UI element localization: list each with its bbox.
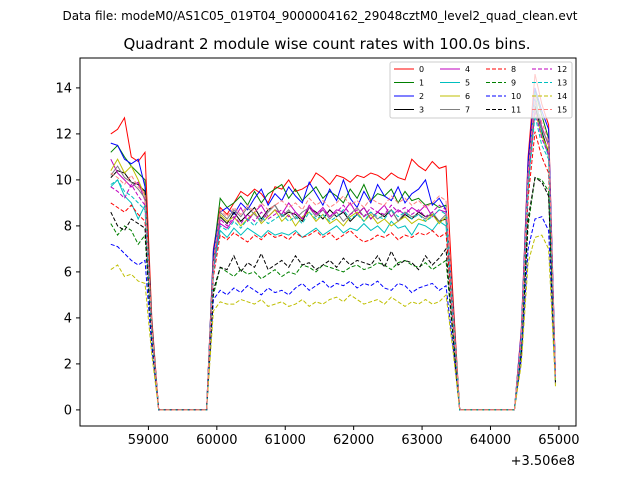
series-line-15 [110, 94, 556, 411]
legend-label: 1 [419, 79, 424, 88]
y-tick-label: 14 [55, 81, 72, 96]
legend-label: 12 [557, 65, 567, 74]
x-tick-label: 62000 [333, 433, 374, 448]
x-tick-label: 59000 [128, 433, 169, 448]
x-tick-label: 63000 [401, 433, 442, 448]
legend-label: 15 [557, 106, 567, 115]
x-offset-label: +3.506e8 [511, 454, 575, 469]
legend-label: 11 [511, 106, 521, 115]
legend-label: 10 [511, 92, 521, 101]
x-axis: 59000 60000 61000 62000 63000 64000 65000 [128, 426, 580, 448]
y-tick-label: 12 [55, 127, 72, 142]
legend-box [389, 61, 573, 119]
y-tick-label: 2 [64, 357, 72, 372]
legend-label: 14 [557, 92, 567, 101]
chart-title: Quadrant 2 module wise count rates with … [123, 35, 530, 53]
legend-label: 5 [465, 79, 470, 88]
legend-label: 0 [419, 65, 424, 74]
legend-label: 4 [465, 65, 470, 74]
legend-label: 6 [465, 92, 470, 101]
legend-label: 3 [419, 106, 424, 115]
suptitle: Data file: modeM0/AS1C05_019T04_90000041… [62, 9, 577, 23]
legend-label: 2 [419, 92, 424, 101]
legend-label: 7 [465, 106, 470, 115]
x-tick-label: 61000 [265, 433, 306, 448]
legend-label: 8 [511, 65, 516, 74]
y-tick-label: 0 [64, 403, 72, 418]
legend-label: 13 [557, 79, 567, 88]
y-tick-label: 10 [55, 173, 72, 188]
plot-frame [79, 57, 577, 427]
legend-label: 9 [511, 79, 516, 88]
x-tick-label: 64000 [470, 433, 511, 448]
x-tick-label: 60000 [196, 433, 237, 448]
y-tick-label: 6 [64, 265, 72, 280]
y-tick-label: 8 [64, 219, 72, 234]
plot-lines [110, 73, 556, 411]
x-tick-label: 65000 [538, 433, 579, 448]
y-axis: 0 2 4 6 8 10 12 14 [55, 81, 80, 418]
y-tick-label: 4 [64, 311, 72, 326]
